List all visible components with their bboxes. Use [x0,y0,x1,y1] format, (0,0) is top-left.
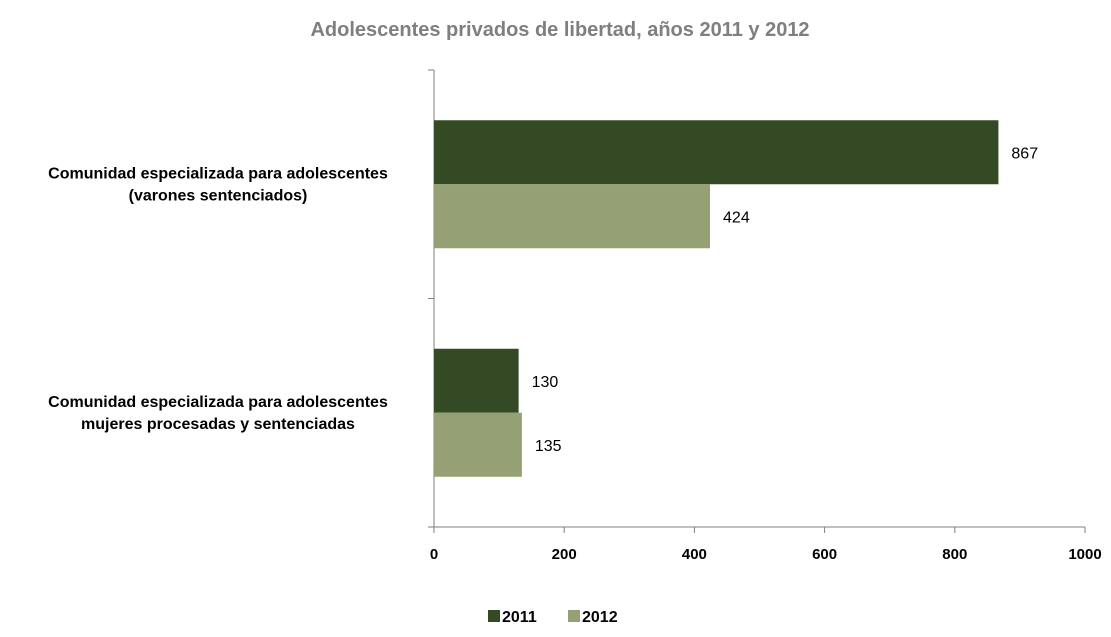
category-label-line: (varones sentenciados) [129,187,308,204]
legend: 2011 2012 [488,609,618,626]
bar-2012 [434,412,522,477]
category-label-line: Comunidad especializada para adolescente… [48,165,388,182]
chart-title: Adolescentes privados de libertad, años … [310,19,809,41]
x-tick-label: 600 [812,546,837,563]
legend-swatch-2012 [568,610,580,622]
legend-label-2011: 2011 [502,609,537,626]
legend-swatch-2011 [488,610,500,622]
labels: 867 424 Comunidad especializada para adole… [48,145,1038,455]
x-tick-label: 1000 [1068,546,1101,563]
category-label-line: mujeres procesadas y sentenciadas [81,416,355,433]
x-tick-label: 0 [430,546,438,563]
x-tick-label: 800 [942,546,967,563]
bar-2011 [434,120,999,185]
category-label-line: Comunidad especializada para adolescente… [48,394,388,411]
axes: 0 200 400 600 800 1000 [428,69,1102,563]
data-label: 130 [532,374,559,391]
category-label: Comunidad especializada para adolescente… [48,165,388,204]
data-label: 867 [1011,145,1038,162]
category-label: Comunidad especializada para adolescente… [48,394,388,433]
bar-2011 [434,348,519,413]
x-tick-label: 200 [552,546,577,563]
bars [434,120,999,477]
bar-2012 [434,184,711,249]
legend-label-2012: 2012 [582,609,618,626]
data-label: 135 [535,438,562,455]
x-tick-label: 400 [682,546,707,563]
data-label: 424 [723,209,750,226]
